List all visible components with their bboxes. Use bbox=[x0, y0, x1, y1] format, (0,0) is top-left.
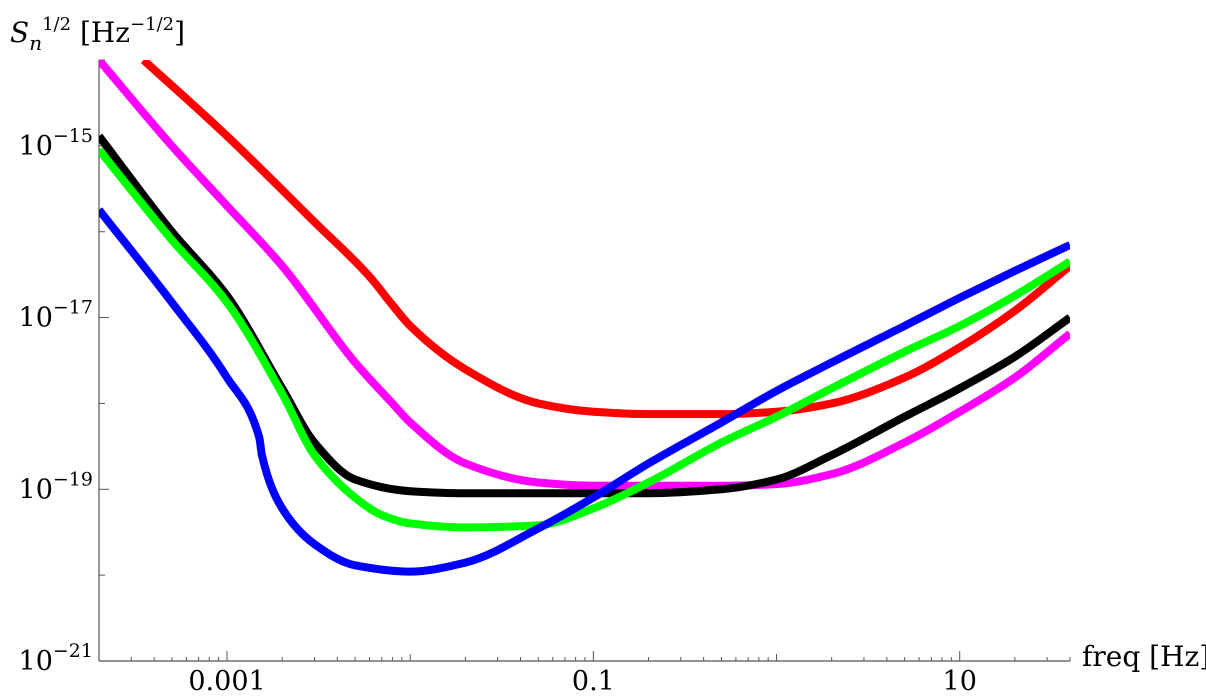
y-axis-title: Sn1/2 [Hz−1/2] bbox=[10, 14, 185, 55]
y-tick-label: 10−19 bbox=[19, 468, 93, 505]
y-axis-title-unit-sup: −1/2 bbox=[130, 14, 174, 35]
x-tick-labels: 0.001 0.1 10 bbox=[188, 666, 977, 696]
series-line-4 bbox=[99, 147, 1070, 532]
y-axis-title-sub: n bbox=[29, 31, 42, 55]
tick-marks bbox=[98, 59, 1071, 662]
y-tick-label-exponent: −17 bbox=[53, 297, 93, 319]
x-tick-label: 10 bbox=[943, 666, 977, 696]
y-tick-label: 10−15 bbox=[19, 125, 93, 162]
x-tick-label: 0.1 bbox=[572, 666, 615, 696]
y-tick-label: 10−17 bbox=[19, 297, 93, 334]
y-tick-label-exponent: −21 bbox=[53, 640, 93, 662]
y-axis-title-unit-close: ] bbox=[174, 16, 185, 49]
y-axis-title-base: S bbox=[10, 16, 29, 49]
y-tick-label: 10−21 bbox=[19, 640, 93, 677]
series-line-5 bbox=[99, 207, 1070, 576]
y-tick-label-exponent: −19 bbox=[53, 468, 93, 490]
x-axis-title: freq [Hz] bbox=[1082, 640, 1206, 673]
series-line-2 bbox=[99, 60, 1070, 490]
y-tick-label-base: 10 bbox=[19, 303, 53, 334]
y-tick-label-base: 10 bbox=[19, 474, 53, 505]
y-tick-label-base: 10 bbox=[19, 646, 53, 677]
y-axis-title-unit-open: [Hz bbox=[71, 16, 130, 49]
x-tick-label: 0.001 bbox=[188, 666, 265, 696]
y-tick-label-base: 10 bbox=[19, 131, 53, 162]
series-lines bbox=[99, 60, 1070, 576]
y-axis-title-sup: 1/2 bbox=[42, 14, 71, 35]
series-line-1 bbox=[140, 60, 1070, 419]
y-tick-label-exponent: −15 bbox=[53, 125, 93, 147]
